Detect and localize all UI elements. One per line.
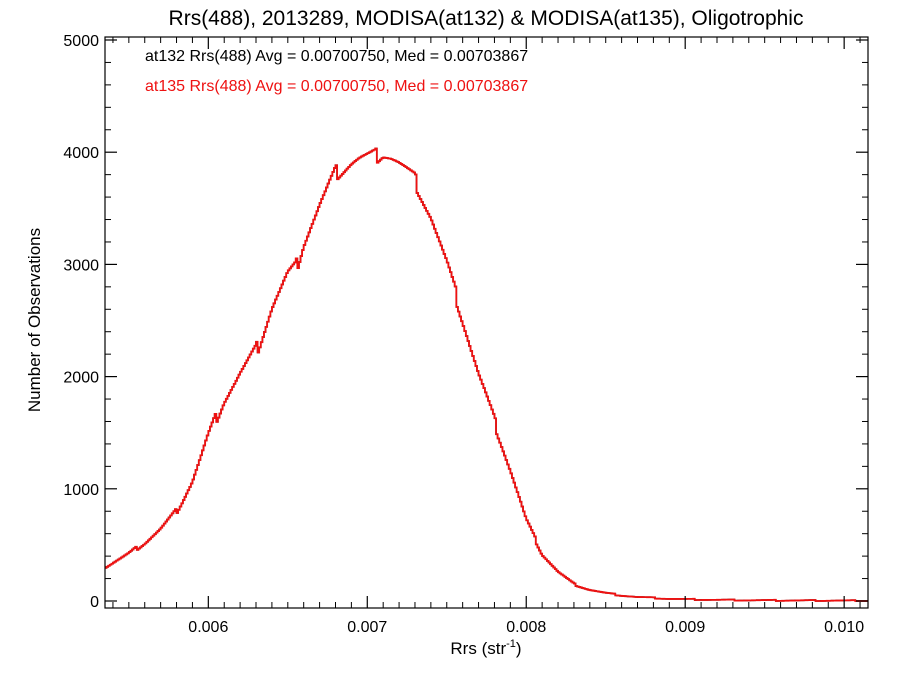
x-tick-label: 0.008 xyxy=(506,619,546,636)
legend-at132-stats: at132 Rrs(488) Avg = 0.00700750, Med = 0… xyxy=(145,48,528,65)
y-tick-label: 1000 xyxy=(63,482,99,499)
y-tick-label: 5000 xyxy=(63,33,99,50)
y-tick-label: 0 xyxy=(90,594,99,611)
x-tick-label: 0.006 xyxy=(188,619,228,636)
x-tick-label: 0.007 xyxy=(347,619,387,636)
legend: at132 Rrs(488) Avg = 0.00700750, Med = 0… xyxy=(145,48,528,95)
axes: 0 1000 2000 3000 4000 5000 0.006 0.007 0.008 0.00… xyxy=(63,33,869,636)
x-tick-label: 0.010 xyxy=(824,619,864,636)
y-tick-label: 4000 xyxy=(63,145,99,162)
plot-frame xyxy=(104,36,869,609)
x-axis-label-superscript: -1 xyxy=(506,638,516,650)
x-tick-label: 0.009 xyxy=(665,619,705,636)
y-tick-label: 2000 xyxy=(63,370,99,387)
legend-at135-stats: at135 Rrs(488) Avg = 0.00700750, Med = 0… xyxy=(145,78,528,95)
y-axis-label: Number of Observations xyxy=(25,228,44,412)
x-axis-label-base: Rrs (str xyxy=(450,639,506,658)
histogram-series-at132 xyxy=(105,147,868,602)
chart-title: Rrs(488), 2013289, MODISA(at132) & MODIS… xyxy=(169,7,804,30)
y-tick-label: 3000 xyxy=(63,257,99,274)
x-axis-label: Rrs (str-1) xyxy=(450,638,521,658)
series-group xyxy=(105,147,868,602)
histogram-series-at135 xyxy=(105,147,868,602)
x-axis-label-close: ) xyxy=(516,639,522,658)
